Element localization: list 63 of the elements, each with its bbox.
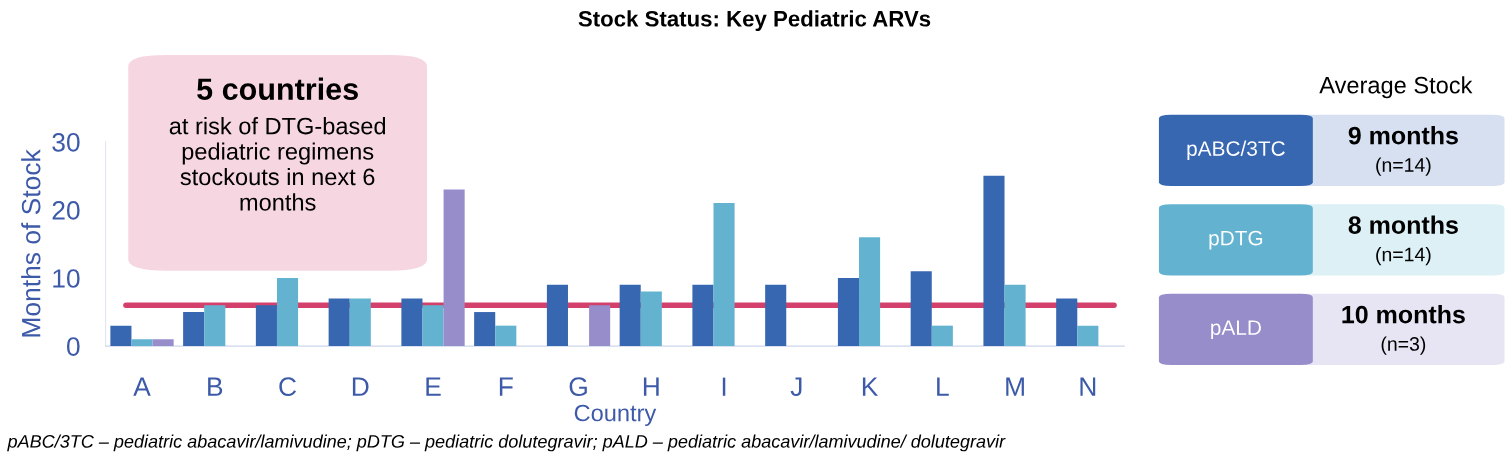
x-tick-label: F bbox=[499, 377, 513, 396]
bar bbox=[692, 284, 714, 347]
bar bbox=[443, 189, 465, 347]
bar bbox=[640, 291, 662, 347]
text: (n=14) bbox=[1376, 247, 1431, 266]
bar bbox=[349, 298, 371, 347]
bar bbox=[495, 325, 517, 347]
bar bbox=[1077, 325, 1099, 347]
bar bbox=[765, 284, 787, 347]
text: pABC/3TC bbox=[1187, 140, 1285, 161]
text: pALD bbox=[1211, 320, 1261, 340]
bar bbox=[931, 325, 953, 347]
x-tick-label: E bbox=[426, 377, 441, 396]
x-tick-label: A bbox=[133, 377, 151, 396]
bar bbox=[546, 284, 568, 347]
bar bbox=[204, 305, 226, 347]
bar bbox=[422, 305, 444, 347]
text: (n=3) bbox=[1381, 336, 1426, 355]
bar bbox=[152, 339, 174, 347]
y-tick-label: 20 bbox=[52, 201, 80, 220]
text: 9 months bbox=[1348, 126, 1458, 145]
bar bbox=[255, 305, 277, 347]
text: pDTG bbox=[1209, 230, 1263, 250]
bar bbox=[276, 278, 299, 347]
text: 8 months bbox=[1348, 215, 1458, 234]
bar bbox=[589, 305, 611, 347]
bar bbox=[131, 339, 153, 347]
bar bbox=[328, 298, 350, 347]
x-tick-label: M bbox=[1006, 377, 1024, 396]
bar bbox=[910, 271, 932, 347]
x-tick-label: I bbox=[722, 377, 726, 396]
x-tick-label: K bbox=[862, 377, 879, 396]
bar bbox=[837, 278, 860, 347]
x-tick-label: B bbox=[208, 377, 223, 396]
x-tick-label: N bbox=[1080, 377, 1096, 396]
y-tick-label: 10 bbox=[53, 269, 80, 288]
text: (n=14) bbox=[1376, 157, 1431, 176]
x-axis-title: Country bbox=[574, 404, 657, 427]
bar bbox=[713, 203, 735, 347]
bar bbox=[619, 284, 641, 347]
y-axis-title: Months of Stock bbox=[21, 149, 41, 337]
legend-title: Average Stock bbox=[1319, 76, 1473, 99]
y-tick-label: 0 bbox=[66, 337, 80, 356]
annotation: at risk of DTG-based pediatric regimens stockouts in next 6 months bbox=[169, 117, 386, 211]
text: 10 months bbox=[1342, 305, 1465, 324]
x-tick-label: C bbox=[279, 377, 297, 397]
bar bbox=[859, 237, 881, 347]
bar bbox=[1056, 298, 1078, 347]
bar bbox=[183, 312, 205, 347]
bar bbox=[983, 175, 1005, 347]
text: 5 countries bbox=[197, 77, 358, 100]
bar bbox=[110, 325, 132, 347]
x-tick-label: J bbox=[790, 377, 802, 397]
x-tick-label: G bbox=[569, 377, 587, 397]
bar bbox=[1004, 284, 1026, 347]
y-tick-label: 30 bbox=[52, 132, 80, 152]
x-tick-label: L bbox=[937, 377, 949, 396]
bar bbox=[401, 298, 423, 347]
chart-title: Stock Status: Key Pediatric ARVs bbox=[578, 10, 931, 32]
bar bbox=[474, 312, 496, 347]
text: pABC/3TC – pediatric abacavir/lamivudine; pDTG – pediatric dolutegravir; pALD – pediatric abacavir/lamivudine/ dolutegravir bbox=[7, 434, 1006, 452]
x-tick-label: D bbox=[352, 377, 369, 396]
x-tick-label: H bbox=[643, 377, 659, 396]
